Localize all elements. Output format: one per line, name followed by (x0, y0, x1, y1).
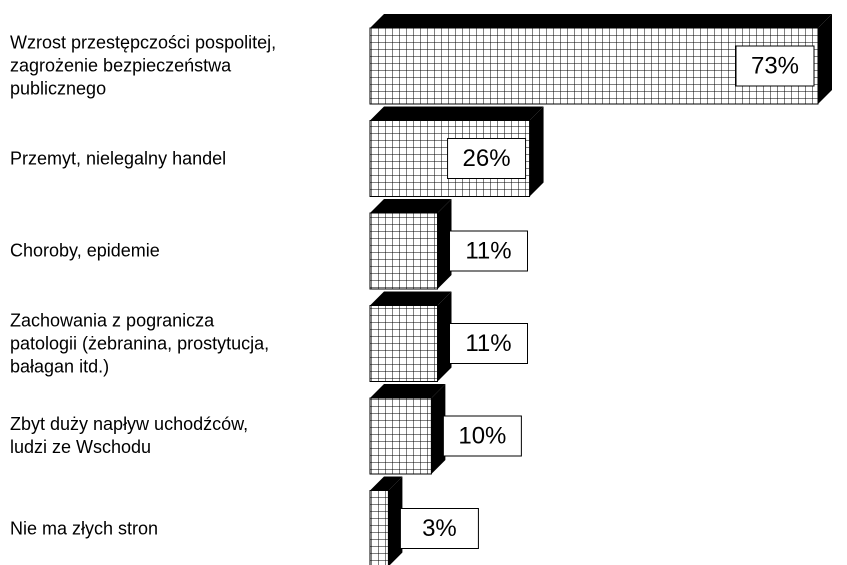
bar-depth-side (437, 291, 452, 382)
value-label-box (735, 45, 815, 87)
value-label: 11% (465, 237, 511, 264)
value-label: 3% (422, 515, 457, 542)
bar (369, 305, 439, 382)
bar (369, 212, 439, 290)
bar-depth-side (437, 199, 452, 289)
value-label-box (449, 230, 529, 272)
category-label: Choroby, epidemie (10, 240, 160, 261)
bar-depth-top (370, 199, 452, 213)
bar-depth-side (529, 106, 544, 197)
category-label: Wzrost przestępczości pospolitej, zagroż… (10, 32, 277, 99)
bar-depth-top (370, 476, 403, 491)
category-label: Przemyt, nielegalny handel (10, 148, 227, 168)
bar-depth-side (388, 476, 403, 565)
value-label: 26% (463, 145, 511, 172)
bar (369, 490, 389, 565)
value-label-box (399, 508, 479, 549)
value-label-box (447, 138, 527, 179)
bar-depth-top (370, 291, 452, 306)
bar-depth-top (370, 106, 544, 121)
value-label-box (442, 415, 522, 457)
category-label: Nie ma złych stron (10, 518, 159, 538)
value-label: 10% (458, 422, 506, 449)
value-label: 11% (465, 330, 511, 357)
bar (369, 397, 432, 475)
bar-depth-side (431, 384, 446, 474)
value-label: 73% (751, 52, 799, 79)
bar-depth-top (370, 384, 446, 398)
bar-depth-top (370, 14, 832, 28)
bar-depth-side (818, 14, 832, 104)
value-label-box (449, 323, 529, 364)
category-label: Zbyt duży napływ uchodźców, ludzi ze Wsc… (10, 414, 249, 457)
category-label: Zachowania z pogranicza patologii (żebra… (10, 310, 270, 376)
